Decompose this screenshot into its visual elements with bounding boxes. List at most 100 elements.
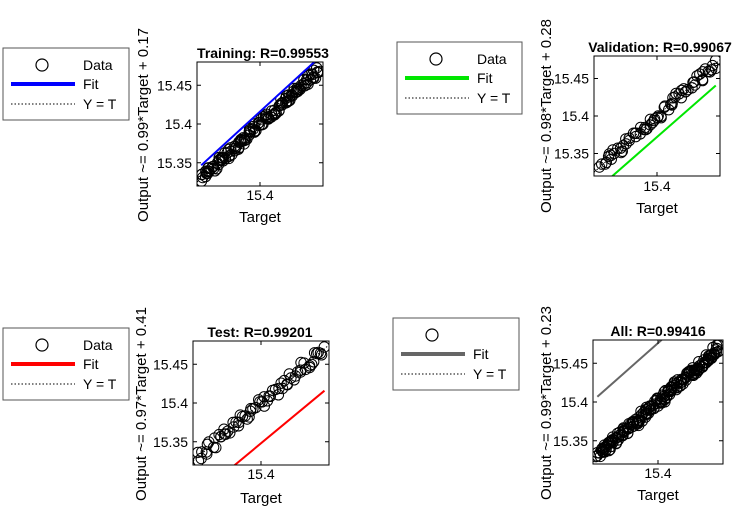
data-point bbox=[258, 391, 270, 403]
data-point bbox=[686, 82, 698, 94]
data-point bbox=[615, 146, 627, 159]
legend: Data Fit Y = T bbox=[396, 41, 523, 115]
y-tick-label: 15.4 bbox=[161, 395, 188, 411]
fit-line bbox=[610, 84, 717, 176]
legend-data-label: Data bbox=[83, 57, 113, 73]
data-point bbox=[273, 105, 285, 117]
legend-data-marker bbox=[35, 338, 49, 352]
data-point bbox=[250, 125, 262, 137]
data-point bbox=[622, 427, 634, 439]
legend-fit-label: Fit bbox=[477, 70, 493, 86]
legend: Data Fit Y = T bbox=[2, 47, 130, 121]
data-point bbox=[250, 401, 262, 414]
legend-fit-label: Fit bbox=[473, 346, 489, 362]
data-point bbox=[696, 74, 709, 87]
data-point bbox=[666, 97, 678, 110]
panel-2: 15.35 15.4 15.45 15.4 Validation: R=0.99067 T… bbox=[396, 19, 732, 217]
y-tick-label: 15.35 bbox=[553, 433, 588, 449]
y-tick-label: 15.4 bbox=[561, 394, 588, 410]
data-point bbox=[644, 119, 656, 131]
y-axis-label: Output ~= 0.97*Target + 0.41 bbox=[133, 307, 150, 501]
data-point bbox=[311, 347, 323, 360]
data-point bbox=[665, 98, 677, 111]
data-point bbox=[234, 409, 247, 421]
data-point bbox=[678, 83, 690, 95]
data-point bbox=[709, 56, 720, 67]
data-point bbox=[693, 363, 705, 375]
legend-identity-label: Y = T bbox=[83, 96, 117, 112]
legend-data-marker bbox=[425, 328, 439, 342]
data-point bbox=[675, 92, 687, 104]
data-point bbox=[603, 148, 615, 160]
data-point bbox=[620, 138, 632, 150]
identity-line bbox=[594, 59, 720, 173]
legend-identity-label: Y = T bbox=[83, 376, 117, 392]
x-axis-label: Target bbox=[239, 209, 282, 226]
legend-data-label: Data bbox=[83, 337, 113, 353]
panel-4: 15.35 15.4 15.45 15.4 All: R=0.99416 Target Ou… bbox=[392, 306, 724, 504]
y-tick-label: 15.35 bbox=[554, 146, 589, 162]
x-tick-label: 15.4 bbox=[644, 465, 671, 481]
data-point bbox=[311, 62, 323, 74]
y-tick-label: 15.4 bbox=[165, 116, 192, 132]
chart-title: All: R=0.99416 bbox=[610, 323, 706, 339]
legend-identity-label: Y = T bbox=[473, 366, 507, 382]
x-axis-label: Target bbox=[240, 490, 283, 507]
panel-3: 15.35 15.4 15.45 15.4 Test: R=0.99201 Target O… bbox=[2, 307, 330, 507]
x-axis-label: Target bbox=[636, 200, 679, 217]
panel-1: 15.35 15.4 15.45 15.4 Training: R=0.99553 Tar… bbox=[2, 28, 329, 226]
data-point bbox=[233, 416, 245, 428]
data-point bbox=[697, 66, 709, 78]
y-tick-label: 15.4 bbox=[562, 108, 589, 124]
data-point bbox=[314, 347, 327, 359]
legend-identity-label: Y = T bbox=[477, 90, 511, 106]
legend: Data Fit Y = T bbox=[2, 327, 130, 401]
legend-data-marker bbox=[35, 58, 49, 72]
fit-line bbox=[233, 389, 326, 465]
data-point bbox=[306, 358, 318, 371]
fit-line bbox=[200, 62, 316, 167]
data-point bbox=[315, 349, 328, 361]
chart-title: Training: R=0.99553 bbox=[197, 45, 329, 61]
data-point bbox=[272, 389, 285, 401]
y-axis-label: Output ~= 0.98*Target + 0.28 bbox=[538, 19, 555, 213]
chart-title: Test: R=0.99201 bbox=[207, 324, 312, 340]
data-point bbox=[241, 413, 253, 425]
data-point bbox=[680, 85, 692, 98]
data-point bbox=[210, 441, 222, 454]
data-point bbox=[314, 65, 323, 78]
legend-fit-label: Fit bbox=[83, 356, 99, 372]
data-point bbox=[709, 62, 720, 75]
y-tick-label: 15.45 bbox=[553, 355, 588, 371]
data-point bbox=[193, 446, 204, 459]
legend: Fit Y = T bbox=[392, 317, 520, 391]
data-point bbox=[712, 345, 723, 358]
plot-content bbox=[197, 62, 323, 186]
data-point bbox=[303, 360, 316, 372]
chart-title: Validation: R=0.99067 bbox=[588, 39, 732, 55]
y-tick-label: 15.45 bbox=[554, 71, 589, 87]
data-point bbox=[704, 66, 716, 78]
x-tick-label: 15.4 bbox=[246, 187, 273, 203]
x-tick-label: 15.4 bbox=[643, 178, 670, 194]
plot-content bbox=[193, 341, 329, 465]
data-point bbox=[222, 425, 234, 437]
data-point bbox=[258, 400, 270, 412]
data-point bbox=[648, 113, 661, 125]
identity-line bbox=[197, 65, 323, 183]
y-tick-label: 15.35 bbox=[157, 155, 192, 171]
legend-fit-label: Fit bbox=[83, 76, 99, 92]
plot-content bbox=[593, 340, 723, 463]
data-point bbox=[596, 158, 608, 170]
legend-data-label: Data bbox=[477, 51, 507, 67]
y-tick-label: 15.45 bbox=[153, 356, 188, 372]
data-point bbox=[318, 341, 329, 353]
data-point bbox=[616, 145, 628, 158]
data-point bbox=[275, 377, 287, 389]
data-point bbox=[244, 126, 257, 139]
x-tick-label: 15.4 bbox=[247, 466, 274, 482]
data-point bbox=[308, 356, 320, 368]
data-point bbox=[605, 149, 617, 162]
x-axis-label: Target bbox=[637, 487, 680, 504]
